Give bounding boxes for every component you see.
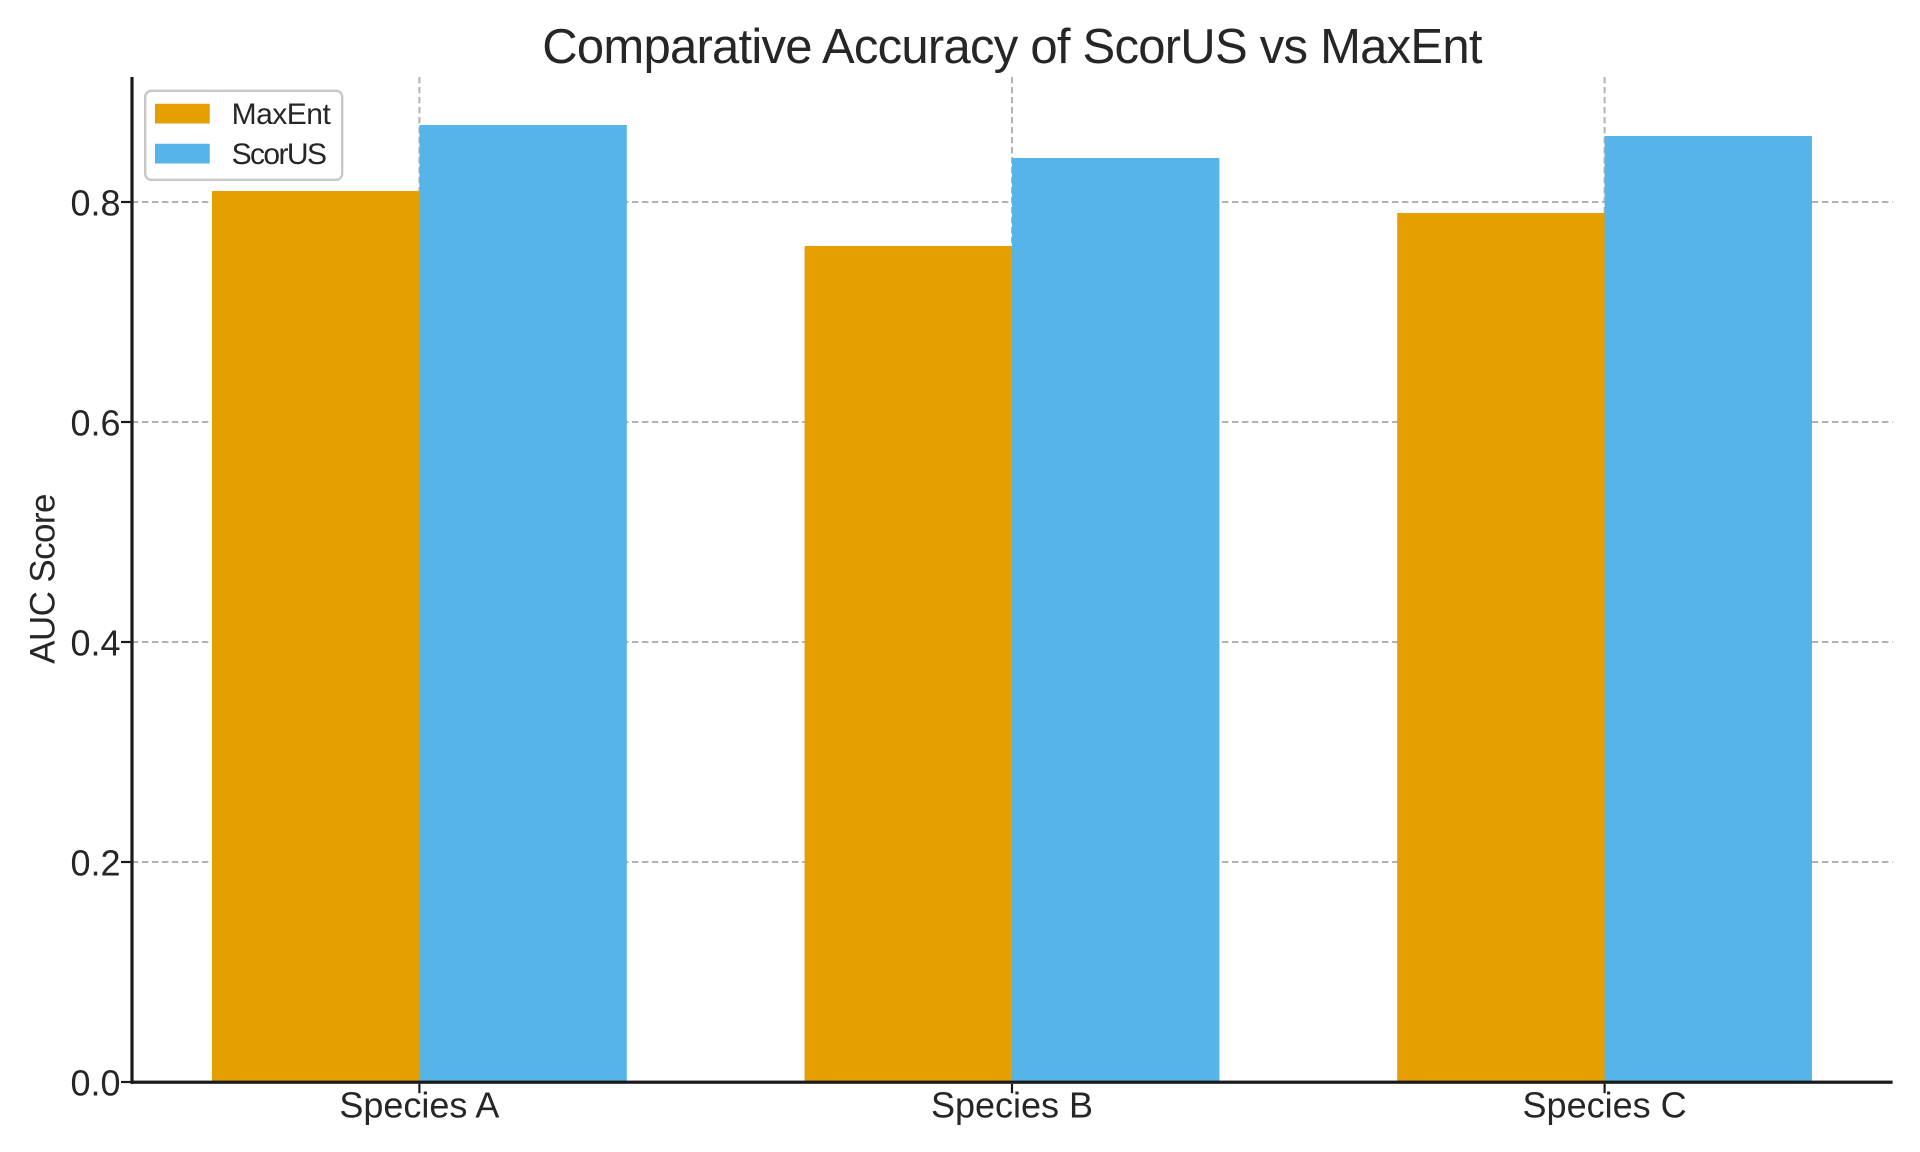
svg-text:MaxEnt: MaxEnt — [232, 98, 332, 131]
svg-text:Species A: Species A — [339, 1085, 499, 1126]
svg-text:0.0: 0.0 — [70, 1063, 120, 1104]
svg-text:Comparative Accuracy of ScorUS: Comparative Accuracy of ScorUS vs MaxEnt — [542, 20, 1483, 74]
svg-text:0.4: 0.4 — [70, 623, 120, 664]
svg-text:ScorUS: ScorUS — [232, 138, 326, 171]
svg-text:0.6: 0.6 — [70, 403, 120, 444]
svg-text:Species C: Species C — [1523, 1085, 1687, 1126]
svg-text:AUC Score: AUC Score — [24, 494, 63, 664]
svg-text:0.2: 0.2 — [70, 843, 120, 884]
svg-text:0.8: 0.8 — [70, 183, 120, 224]
svg-text:Species B: Species B — [931, 1085, 1093, 1126]
